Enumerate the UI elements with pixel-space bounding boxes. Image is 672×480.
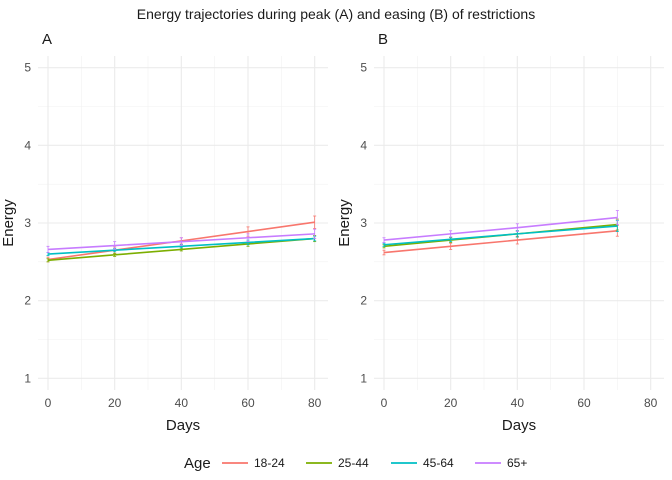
y-tick-label: 1 (360, 371, 367, 385)
series-line (383, 225, 618, 246)
series-line (383, 229, 618, 254)
y-tick-label: 2 (24, 294, 31, 308)
series-line (47, 237, 315, 262)
x-tick-label: 0 (381, 396, 388, 410)
y-axis-label: Energy (0, 199, 17, 247)
y-tick-label: 5 (360, 61, 367, 75)
series-line (47, 233, 315, 251)
legend-label-18-24: 18-24 (254, 456, 285, 470)
x-tick-label: 0 (45, 396, 52, 410)
x-axis-label: Days (166, 417, 200, 434)
legend-label-45-64: 45-64 (423, 456, 454, 470)
x-tick-label: 40 (175, 396, 189, 410)
legend-label-65+: 65+ (507, 456, 527, 470)
series-line (47, 237, 315, 255)
y-axis-label: Energy (336, 199, 353, 247)
series-45-64 (382, 220, 619, 247)
x-tick-label: 40 (511, 396, 525, 410)
x-tick-label: 60 (577, 396, 591, 410)
series-65+ (382, 210, 619, 243)
y-tick-label: 1 (24, 371, 31, 385)
legend: Age 18-24 25-44 45-64 65+ (184, 455, 527, 472)
legend-title: Age (184, 455, 211, 472)
figure-title: Energy trajectories during peak (A) and … (137, 6, 535, 22)
x-tick-label: 60 (241, 396, 255, 410)
x-tick-label: 20 (444, 396, 458, 410)
y-tick-label: 5 (24, 61, 31, 75)
series-line (383, 216, 618, 241)
panel-b: 0 20 40 60 80 1 2 3 4 5 Days Energy B (336, 31, 664, 434)
x-tick-label: 80 (308, 396, 322, 410)
x-tick-label: 20 (108, 396, 122, 410)
legend-label-25-44: 25-44 (338, 456, 369, 470)
y-tick-label: 2 (360, 294, 367, 308)
panel-label: A (42, 31, 52, 48)
y-tick-label: 4 (24, 138, 31, 152)
panel-label: B (378, 31, 388, 48)
x-tick-label: 80 (644, 396, 658, 410)
series-65+ (46, 228, 317, 253)
panel-a: 0 20 40 60 80 1 2 3 4 5 Days Energy A (0, 31, 328, 434)
x-axis-label: Days (502, 417, 536, 434)
y-tick-label: 3 (360, 216, 367, 230)
y-tick-label: 4 (360, 138, 367, 152)
y-tick-label: 3 (24, 216, 31, 230)
